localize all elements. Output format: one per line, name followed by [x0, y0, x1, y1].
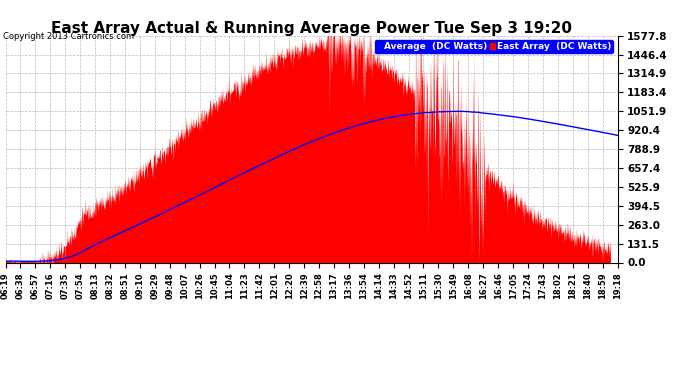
Legend: Average  (DC Watts), East Array  (DC Watts): Average (DC Watts), East Array (DC Watts…	[375, 40, 613, 53]
Text: Copyright 2013 Cartronics.com: Copyright 2013 Cartronics.com	[3, 32, 135, 41]
Title: East Array Actual & Running Average Power Tue Sep 3 19:20: East Array Actual & Running Average Powe…	[51, 21, 572, 36]
